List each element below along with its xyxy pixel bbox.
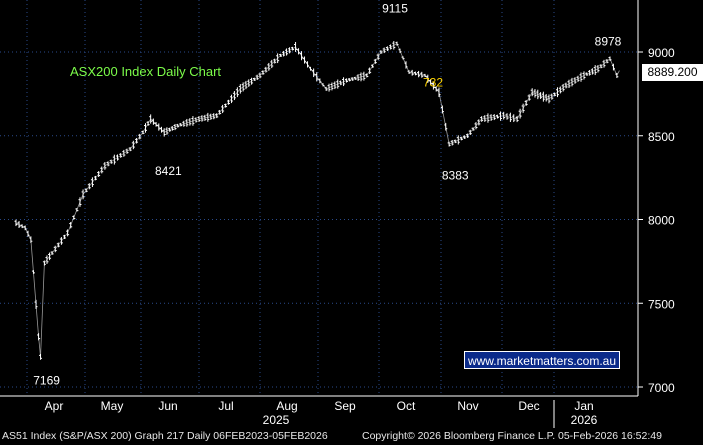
- annotation-label: 9115: [382, 2, 408, 16]
- y-tick-labels: 7000 7500 8000 8500 9000: [648, 46, 675, 395]
- y-tick-label: 9000: [648, 46, 675, 60]
- annotation-label: 8383: [442, 168, 469, 182]
- axes: [0, 0, 643, 428]
- chart-title: ASX200 Index Daily Chart: [70, 64, 221, 79]
- x-tick-label: Aug: [276, 399, 297, 413]
- x-tick-label: Jul: [218, 399, 233, 413]
- x-tick-labels: Apr May Jun Jul Aug Sep Oct Nov Dec Jan 2025 2026: [45, 399, 598, 427]
- x-tick-label: Dec: [518, 399, 539, 413]
- x-tick-label: Jan: [574, 399, 593, 413]
- x-tick-label: Jun: [158, 399, 177, 413]
- ohlc-bars: [14, 41, 620, 360]
- annotations: 9115 8978 8421 8383 7169 732: [33, 2, 621, 388]
- y-tick-label: 7000: [648, 381, 675, 395]
- annotation-label: 8978: [595, 35, 622, 49]
- footer-ticker-info: AS51 Index (S&P/ASX 200) Graph 217 Daily…: [2, 430, 328, 442]
- y-tick-label: 8000: [648, 214, 675, 228]
- annotation-label: 7169: [33, 374, 60, 388]
- footer-bar: AS51 Index (S&P/ASX 200) Graph 217 Daily…: [0, 428, 703, 445]
- watermark-link[interactable]: www.marketmatters.com.au: [464, 351, 620, 369]
- x-tick-label: Nov: [457, 399, 478, 413]
- x-tick-label: Oct: [397, 399, 416, 413]
- x-tick-label: Apr: [45, 399, 64, 413]
- annotation-label: 732: [423, 75, 443, 89]
- price-line: [15, 43, 620, 357]
- last-price-tag: 8889.200: [642, 64, 703, 81]
- x-tick-label: May: [101, 399, 124, 413]
- footer-copyright: Copyright© 2026 Bloomberg Finance L.P.: [362, 430, 556, 442]
- footer-timestamp: 05-Feb-2026 16:52:49: [558, 430, 662, 442]
- year-label: 2026: [571, 413, 598, 427]
- annotation-label: 8421: [155, 164, 182, 178]
- x-tick-label: Sep: [334, 399, 356, 413]
- y-tick-label: 7500: [648, 297, 675, 311]
- y-tick-label: 8500: [648, 130, 675, 144]
- year-label: 2025: [263, 413, 290, 427]
